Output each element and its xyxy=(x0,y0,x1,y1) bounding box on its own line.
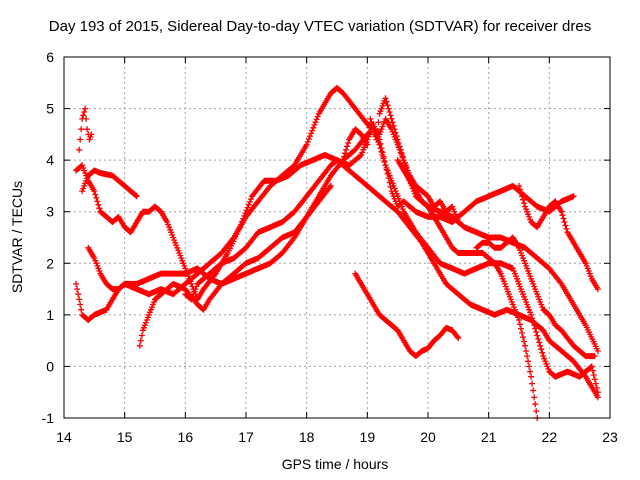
x-tick-label: 16 xyxy=(178,429,194,445)
series-track-7 xyxy=(182,157,601,401)
series-track-4 xyxy=(73,182,334,323)
chart-title: Day 193 of 2015, Sidereal Day-to-day VTE… xyxy=(48,18,592,35)
x-tick-label: 22 xyxy=(542,429,558,445)
series-track-5 xyxy=(85,84,601,354)
plus-markers xyxy=(352,270,462,360)
plus-markers xyxy=(182,157,601,401)
y-tick-label: 6 xyxy=(46,49,54,65)
y-tick-label: 5 xyxy=(46,101,54,117)
series-track-1 xyxy=(76,105,95,153)
data-points xyxy=(73,84,601,421)
y-tick-label: 3 xyxy=(46,204,54,220)
series-track-12 xyxy=(340,95,462,225)
series-track-10 xyxy=(473,234,598,360)
plus-markers xyxy=(76,105,95,153)
plus-markers xyxy=(340,95,462,225)
x-axis-label: GPS time / hours xyxy=(281,456,389,472)
series-track-6 xyxy=(136,126,601,396)
y-tick-label: 0 xyxy=(46,358,54,374)
series-track-3 xyxy=(79,167,140,200)
plot-frame xyxy=(63,56,611,419)
y-tick-label: 4 xyxy=(46,152,54,168)
x-tick-label: 21 xyxy=(481,429,497,445)
y-axis-label: SDTVAR / TECUs xyxy=(9,180,25,294)
x-tick-label: 19 xyxy=(360,429,376,445)
series-track-8 xyxy=(352,270,462,360)
y-tick-label: -1 xyxy=(42,410,55,426)
grid-lines xyxy=(64,57,610,418)
x-tick-label: 23 xyxy=(602,429,618,445)
plus-markers xyxy=(79,167,140,200)
plus-markers xyxy=(473,234,598,360)
x-tick-label: 15 xyxy=(117,429,133,445)
x-tick-label: 14 xyxy=(56,429,72,445)
plus-markers xyxy=(73,182,334,323)
x-tick-label: 18 xyxy=(299,429,315,445)
series-track-9 xyxy=(394,157,541,421)
series-track-11 xyxy=(516,182,601,293)
plus-markers xyxy=(394,157,541,421)
x-tick-label: 17 xyxy=(238,429,254,445)
plus-markers xyxy=(85,84,601,354)
plus-markers xyxy=(136,126,601,396)
y-tick-label: 2 xyxy=(46,255,54,271)
plus-markers xyxy=(516,182,601,293)
y-tick-label: 1 xyxy=(46,307,54,323)
x-tick-label: 20 xyxy=(420,429,436,445)
